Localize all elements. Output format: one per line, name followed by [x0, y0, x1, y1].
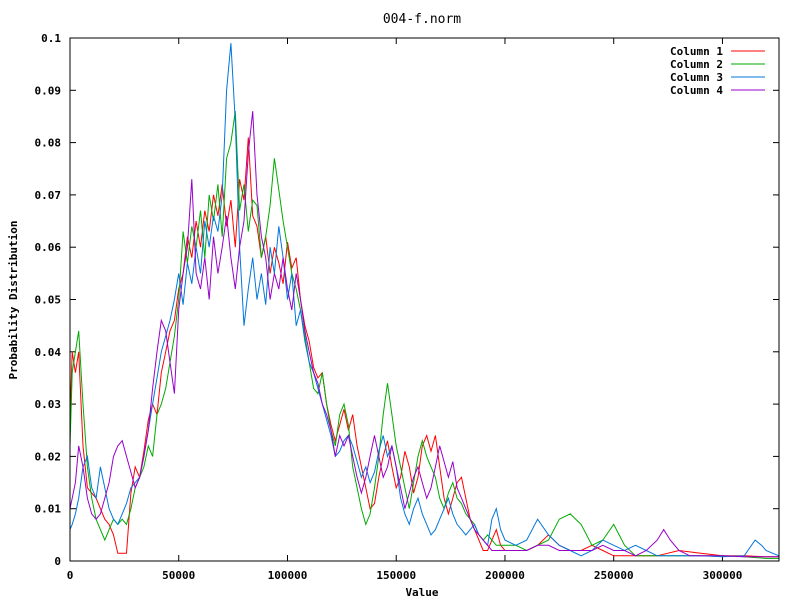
- x-tick-label: 300000: [703, 569, 743, 582]
- y-tick-label: 0.03: [35, 398, 62, 411]
- chart-title: 004-f.norm: [383, 12, 461, 27]
- x-tick-label: 200000: [485, 569, 525, 582]
- y-tick-label: 0.05: [35, 294, 62, 307]
- y-tick-label: 0.04: [35, 346, 62, 359]
- series-line-4: [69, 111, 779, 558]
- x-tick-label: 150000: [376, 569, 416, 582]
- axis-ticks: 0 0.01 0.02 0.03 0.04 0.05 0.06 0.07 0.08 0.09 0.1…: [35, 32, 779, 582]
- legend-label-1: Column 1: [670, 45, 723, 58]
- y-tick-label: 0.01: [35, 503, 62, 516]
- legend-label-4: Column 4: [670, 84, 723, 97]
- plot-area-border: [69, 37, 780, 562]
- series-lines: [69, 43, 780, 559]
- x-tick-label: 250000: [594, 569, 634, 582]
- y-axis-title: Probability Distribution: [7, 221, 20, 380]
- legend-label-3: Column 3: [670, 71, 723, 84]
- x-tick-label: 100000: [268, 569, 308, 582]
- x-axis-title: Value: [405, 586, 438, 599]
- y-tick-label: 0.1: [41, 32, 61, 45]
- y-tick-label: 0.08: [35, 137, 62, 150]
- series-line-3: [69, 43, 780, 558]
- y-tick-label: 0.06: [35, 241, 62, 254]
- series-line-2: [69, 111, 779, 559]
- y-tick-label: 0.02: [35, 450, 62, 463]
- y-tick-label: 0.09: [35, 84, 62, 97]
- x-tick-label: 50000: [162, 569, 195, 582]
- legend-label-2: Column 2: [670, 58, 723, 71]
- x-tick-label: 0: [67, 569, 74, 582]
- y-tick-label: 0: [54, 555, 61, 568]
- y-tick-label: 0.07: [35, 189, 62, 202]
